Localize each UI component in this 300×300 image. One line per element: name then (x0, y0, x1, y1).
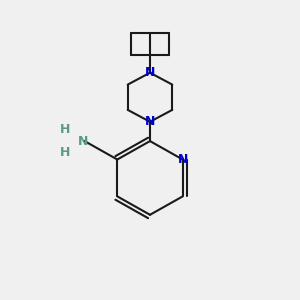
Text: H: H (60, 146, 70, 159)
Text: N: N (78, 135, 88, 148)
Text: H: H (60, 123, 70, 136)
Text: N: N (145, 66, 155, 79)
Text: N: N (178, 153, 188, 166)
Text: N: N (145, 115, 155, 128)
